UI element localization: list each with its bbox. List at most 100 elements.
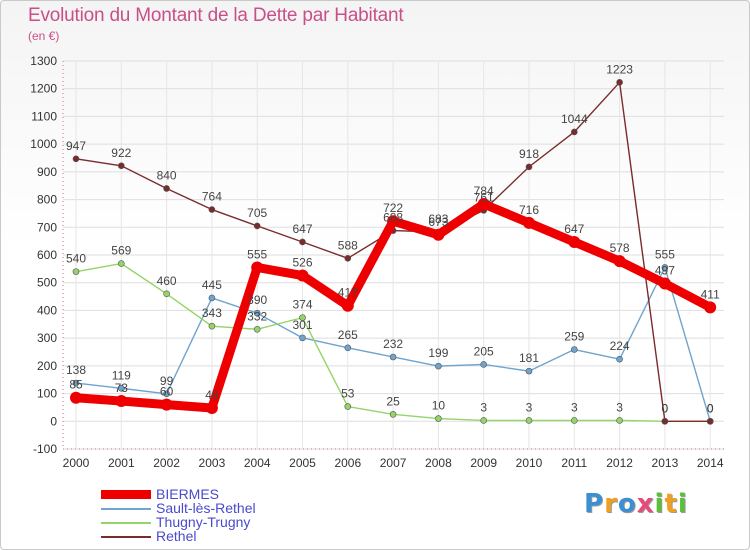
data-point [118, 162, 125, 170]
data-point [253, 222, 261, 230]
data-label: 181 [519, 351, 539, 365]
data-label: 343 [202, 306, 222, 320]
x-tick-label: 2008 [425, 456, 452, 470]
data-point [72, 155, 80, 163]
data-point [568, 235, 581, 248]
y-tick-label: 1200 [30, 82, 57, 96]
data-label: 25 [386, 394, 400, 408]
data-label: 417 [338, 286, 358, 300]
chart-title: Evolution du Montant de la Dette par Hab… [28, 5, 404, 26]
data-point [570, 417, 578, 424]
axis-layer: -100010020030040050060070080090010001100… [30, 54, 724, 470]
data-point [616, 355, 623, 363]
data-label: 10 [432, 399, 446, 413]
data-label: 840 [157, 168, 177, 182]
data-point [435, 415, 442, 422]
legend-swatch [101, 508, 151, 510]
data-label: 1223 [606, 62, 633, 76]
data-label: 3 [571, 400, 578, 414]
data-label: 673 [428, 215, 448, 229]
y-tick-label: 1100 [31, 109, 57, 123]
data-label: 232 [383, 337, 403, 351]
legend-item: BIERMES [101, 487, 361, 501]
chart-subtitle: (en €) [28, 29, 60, 43]
data-label: 683 [428, 212, 448, 226]
data-label: 716 [519, 203, 539, 217]
data-point [658, 277, 671, 290]
data-label: 411 [701, 287, 720, 301]
data-point [570, 128, 578, 136]
y-tick-label: -100 [33, 442, 57, 456]
data-label: 918 [519, 147, 539, 161]
data-label: 199 [428, 346, 448, 360]
data-label: 390 [247, 293, 267, 307]
data-point [704, 301, 717, 314]
data-point [208, 206, 216, 213]
data-label-layer: 85 73 60 48 555 526 417 722 673 784 716 647 578 497 41… [66, 62, 720, 415]
y-tick-label: 800 [37, 193, 57, 207]
data-point [389, 411, 397, 418]
y-tick-label: 200 [37, 359, 57, 373]
data-label: 569 [111, 244, 131, 258]
data-point [72, 379, 80, 387]
data-point [253, 325, 261, 333]
data-label: 460 [157, 274, 177, 288]
x-tick-label: 2005 [289, 456, 316, 470]
y-tick-label: 0 [50, 414, 57, 428]
x-tick-label: 2006 [334, 456, 361, 470]
y-tick-label: 700 [37, 220, 57, 234]
data-label: 555 [247, 247, 267, 261]
data-point [70, 391, 82, 404]
data-label: 526 [292, 256, 312, 270]
data-label: 99 [160, 374, 174, 388]
data-label: 1044 [561, 112, 588, 126]
data-label: 578 [610, 241, 630, 255]
data-label: 497 [655, 264, 675, 278]
data-point [661, 417, 669, 425]
data-label: 705 [247, 206, 267, 220]
x-tick-label: 2000 [63, 456, 90, 470]
data-label: 3 [616, 400, 623, 414]
data-label: 138 [66, 363, 86, 377]
data-point [160, 398, 173, 411]
data-label: 119 [112, 368, 131, 382]
data-point [570, 346, 578, 353]
data-label: 540 [66, 252, 86, 266]
data-point [299, 314, 306, 321]
data-point [205, 401, 218, 414]
data-label: 445 [202, 278, 222, 292]
data-point [118, 260, 125, 267]
data-label: 555 [655, 247, 675, 261]
data-point [432, 228, 445, 241]
data-label: 764 [202, 190, 222, 204]
y-tick-label: 1000 [30, 137, 57, 151]
data-point [299, 238, 306, 246]
data-point [296, 269, 309, 282]
x-tick-label: 2011 [561, 456, 587, 470]
legend-label: BIERMES [156, 486, 220, 502]
data-label: 48 [205, 388, 219, 402]
legend-label: Rethel [156, 528, 197, 544]
data-point [616, 417, 623, 424]
legend-swatch [101, 522, 151, 524]
data-point [480, 417, 488, 424]
data-label: 0 [707, 401, 714, 415]
data-label: 688 [383, 211, 403, 225]
data-point [706, 417, 714, 425]
x-tick-label: 2007 [380, 456, 407, 470]
data-label: 647 [292, 222, 312, 236]
data-label: 3 [480, 400, 487, 414]
y-tick-label: 600 [37, 248, 57, 262]
data-label: 722 [383, 201, 403, 215]
data-label: 0 [707, 401, 714, 415]
y-tick-label: 1300 [30, 54, 57, 68]
data-label: 205 [474, 344, 494, 358]
data-point [251, 261, 264, 274]
data-label: 374 [292, 298, 312, 312]
data-label: 301 [292, 318, 312, 332]
legend-item: Sault-lès-Rethel [101, 501, 361, 515]
data-point [435, 362, 442, 370]
data-label: 265 [338, 328, 358, 342]
data-point [477, 198, 490, 211]
